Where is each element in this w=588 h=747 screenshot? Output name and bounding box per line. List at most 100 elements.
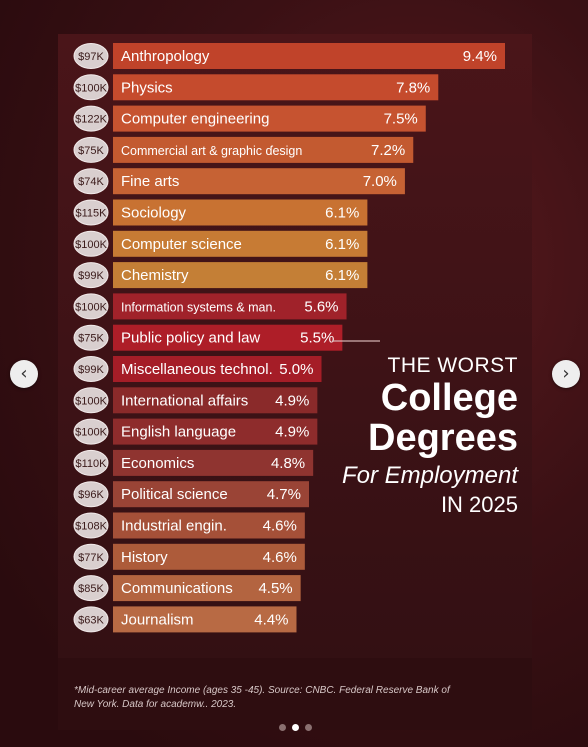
bar xyxy=(113,449,314,476)
value-label: 5.0% xyxy=(279,361,313,378)
bar-row: $96K Political science 4.7% xyxy=(73,481,309,508)
income-label: $99K xyxy=(78,270,104,282)
bar xyxy=(113,105,426,132)
income-pill xyxy=(73,74,109,101)
bar xyxy=(113,199,368,226)
category-label: Journalism xyxy=(121,611,194,628)
income-label: $100K xyxy=(75,427,107,439)
category-label: Industrial engin. xyxy=(121,518,227,535)
income-label: $122K xyxy=(75,114,107,126)
category-label: English language xyxy=(121,424,236,441)
category-label: Computer engineering xyxy=(121,111,269,128)
bar-row: $110K Economics 4.8% xyxy=(73,449,314,476)
bar xyxy=(113,230,368,257)
category-label: Commercial art & graphic ɗesign xyxy=(121,144,302,158)
category-label: History xyxy=(121,549,168,566)
bar-row: $100K Physics 7.8% xyxy=(73,74,439,101)
category-label: Computer science xyxy=(121,236,242,253)
bar-row: $100K International affairs 4.9% xyxy=(73,387,318,414)
income-label: $63K xyxy=(78,614,104,626)
value-label: 4.4% xyxy=(254,611,288,628)
income-pill xyxy=(73,324,109,351)
category-label: Fine arts xyxy=(121,173,179,190)
bar-row: $85K Communications 4.5% xyxy=(73,575,301,602)
income-pill xyxy=(73,481,109,508)
footnote-panel xyxy=(58,658,532,730)
category-label: Information systems & man. xyxy=(121,300,276,314)
bar xyxy=(113,356,322,382)
income-pill xyxy=(73,168,109,195)
value-label: 5.5% xyxy=(300,330,334,347)
bar-row: $99K Chemistry 6.1% xyxy=(73,262,368,289)
carousel-dot[interactable] xyxy=(279,724,286,731)
bar xyxy=(113,606,297,633)
value-label: 4.6% xyxy=(263,549,297,566)
income-pill xyxy=(73,575,109,602)
bar-row: $75K Commercial art & graphic ɗesign 7.2% xyxy=(73,136,414,163)
income-pill xyxy=(73,199,109,226)
value-label: 6.1% xyxy=(325,205,359,222)
bar-row: $108K Industrial engin. 4.6% xyxy=(73,512,305,539)
income-pill xyxy=(73,356,109,382)
income-pill xyxy=(73,387,109,414)
income-label: $96K xyxy=(78,489,104,501)
income-pill xyxy=(73,105,109,132)
bar xyxy=(113,262,368,289)
category-label: Communications xyxy=(121,580,233,597)
category-label: Political science xyxy=(121,486,228,503)
value-label: 9.4% xyxy=(463,48,497,65)
bar-row: $63K Journalism 4.4% xyxy=(73,606,297,633)
title-pretext: THE WORST xyxy=(387,354,518,377)
value-label: 4.9% xyxy=(275,424,309,441)
bar xyxy=(113,74,439,101)
bar xyxy=(113,324,343,351)
bar-row: $115K Sociology 6.1% xyxy=(73,199,368,226)
category-label: Physics xyxy=(121,79,173,96)
income-pill xyxy=(73,606,109,633)
bar xyxy=(113,43,505,69)
bar xyxy=(113,293,347,320)
value-label: 4.6% xyxy=(263,518,297,535)
category-label: International affairs xyxy=(121,392,248,409)
income-label: $108K xyxy=(75,521,107,533)
value-label: 7.5% xyxy=(384,111,418,128)
category-label: Public policy and law xyxy=(121,330,260,347)
value-label: 6.1% xyxy=(325,236,359,253)
income-label: $100K xyxy=(75,395,107,407)
category-label: Chemistry xyxy=(121,267,189,284)
category-label: Miscellaneous technol. xyxy=(121,361,273,378)
title-main-line1: College xyxy=(380,377,518,419)
title-year: IN 2025 xyxy=(440,492,518,517)
income-label: $74K xyxy=(78,176,104,188)
value-label: 7.0% xyxy=(363,173,397,190)
income-pill xyxy=(73,418,109,445)
bar-row: $74K Fine arts 7.0% xyxy=(73,168,405,195)
income-label: $85K xyxy=(78,583,104,595)
category-label: Anthropology xyxy=(121,48,210,65)
income-label: $77K xyxy=(78,552,104,564)
carousel-dot[interactable] xyxy=(305,724,312,731)
title-block: THE WORST College Degrees For Employment… xyxy=(342,354,518,518)
bar xyxy=(113,168,405,195)
bar xyxy=(113,481,309,508)
previous-slide-button[interactable]: ‹ xyxy=(10,360,38,388)
source-footnote: *Mid-career average Income (ages 35 -45)… xyxy=(74,685,450,710)
income-label: $100K xyxy=(75,82,107,94)
value-label: 5.6% xyxy=(304,298,338,315)
income-pill xyxy=(73,449,109,476)
value-label: 6.1% xyxy=(325,267,359,284)
income-pill xyxy=(73,230,109,257)
bar-row: $122K Computer engineering 7.5% xyxy=(73,105,426,132)
income-pill xyxy=(73,543,109,570)
carousel-dot[interactable] xyxy=(292,724,299,731)
next-slide-button[interactable]: › xyxy=(552,360,580,388)
bar-row: $100K English language 4.9% xyxy=(73,418,318,445)
value-label: 7.8% xyxy=(396,79,430,96)
bar-row: $100K Information systems & man. 5.6% xyxy=(73,293,347,320)
income-pill xyxy=(73,136,109,163)
income-pill xyxy=(73,43,109,69)
income-pill xyxy=(73,262,109,289)
income-label: $100K xyxy=(75,239,107,251)
bar xyxy=(113,136,414,163)
